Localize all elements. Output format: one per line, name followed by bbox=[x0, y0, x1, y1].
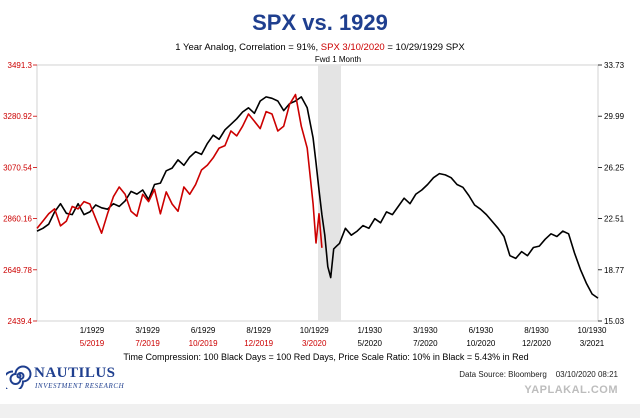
brand-name: NAUTILUS bbox=[34, 365, 116, 381]
x-tick-label-1929: 6/1930 bbox=[469, 326, 494, 335]
right-tick-label: 22.51 bbox=[604, 215, 625, 224]
x-tick-label-2020: 10/2020 bbox=[466, 339, 495, 348]
nautilus-shell-icon bbox=[2, 365, 32, 393]
source-line: Data Source: Bloomberg 03/10/2020 08:21 bbox=[459, 370, 618, 379]
brand-logo: NAUTILUS INVESTMENT RESEARCH bbox=[2, 363, 126, 395]
subtitle-part-3: = 10/29/1929 SPX bbox=[385, 42, 466, 53]
x-tick-label-1929: 1/1929 bbox=[80, 326, 105, 335]
left-tick-label: 3070.54 bbox=[3, 163, 32, 172]
right-tick-label: 18.77 bbox=[604, 266, 625, 275]
x-tick-label-1929: 3/1930 bbox=[413, 326, 438, 335]
left-tick-label: 2649.78 bbox=[3, 266, 32, 275]
subtitle-part-2: SPX 3/10/2020 bbox=[321, 42, 385, 53]
left-tick-label: 2439.4 bbox=[8, 317, 33, 326]
series-line-1929 bbox=[36, 96, 599, 299]
x-tick-label-2020: 7/2019 bbox=[135, 339, 160, 348]
subtitle-part-1: 1 Year Analog, Correlation = 91%, bbox=[175, 42, 321, 53]
brand-tagline: INVESTMENT RESEARCH bbox=[35, 382, 125, 390]
x-tick-label-2020: 3/2021 bbox=[580, 339, 605, 348]
x-tick-label-2020: 10/2019 bbox=[189, 339, 218, 348]
x-tick-label-1929: 8/1929 bbox=[246, 326, 271, 335]
chart-subtitle: 1 Year Analog, Correlation = 91%, SPX 3/… bbox=[175, 42, 465, 53]
date-stamp: 03/10/2020 08:21 bbox=[555, 370, 618, 379]
x-tick-label-1929: 6/1929 bbox=[191, 326, 216, 335]
source-text: Data Source: Bloomberg bbox=[459, 370, 547, 379]
plot-area bbox=[36, 64, 599, 322]
right-tick-label: 29.99 bbox=[604, 112, 625, 121]
chart-title: SPX vs. 1929 bbox=[252, 10, 388, 35]
shade-label: Fwd 1 Month bbox=[315, 55, 361, 64]
x-tick-label-1929: 8/1930 bbox=[524, 326, 549, 335]
x-tick-label-2020: 5/2020 bbox=[358, 339, 383, 348]
series-line-2020 bbox=[36, 93, 323, 248]
x-axis-1929: 1/1929 3/1929 6/1929 8/1929 10/1929 1/1930 3/1… bbox=[80, 326, 607, 335]
x-tick-label-1929: 10/1929 bbox=[300, 326, 329, 335]
left-axis: 3491.3 3280.92 3070.54 2860.16 2649.78 2439.4 bbox=[3, 61, 37, 326]
x-tick-label-2020: 3/2020 bbox=[302, 339, 327, 348]
x-tick-label-2020: 7/2020 bbox=[413, 339, 438, 348]
right-tick-label: 26.25 bbox=[604, 163, 625, 172]
x-axis-2020: 5/2019 7/2019 10/2019 12/2019 3/2020 5/2020 7/… bbox=[80, 339, 605, 348]
x-tick-label-2020: 12/2020 bbox=[522, 339, 551, 348]
watermark: YAPLAKAL.COM bbox=[524, 384, 618, 396]
x-tick-label-1929: 1/1930 bbox=[358, 326, 383, 335]
x-tick-label-2020: 5/2019 bbox=[80, 339, 105, 348]
x-tick-label-1929: 3/1929 bbox=[135, 326, 160, 335]
left-tick-label: 3491.3 bbox=[8, 61, 33, 70]
right-tick-label: 33.73 bbox=[604, 61, 625, 70]
x-tick-label-1929: 10/1930 bbox=[578, 326, 607, 335]
left-tick-label: 3280.92 bbox=[3, 112, 32, 121]
series-layer bbox=[36, 93, 599, 299]
watermark-bar bbox=[0, 404, 640, 418]
x-tick-label-2020: 12/2019 bbox=[244, 339, 273, 348]
forward-window-shade bbox=[318, 65, 341, 321]
right-axis: 33.73 29.99 26.25 22.51 18.77 15.03 bbox=[598, 61, 625, 326]
footnote: Time Compression: 100 Black Days = 100 R… bbox=[123, 352, 528, 362]
left-tick-label: 2860.16 bbox=[3, 215, 32, 224]
right-tick-label: 15.03 bbox=[604, 317, 625, 326]
